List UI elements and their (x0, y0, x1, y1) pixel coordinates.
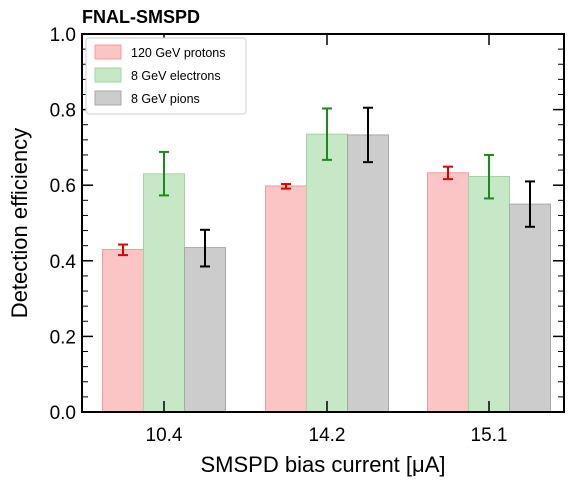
chart-title: FNAL-SMSPD (82, 7, 200, 27)
plot-frame (81, 33, 565, 413)
bar-s0-c0 (102, 248, 144, 413)
bar-s1-c0 (143, 173, 185, 413)
y-tick-label: 1.0 (50, 25, 76, 46)
bar-s0-c1 (265, 185, 307, 413)
error-bar-s0-c0 (118, 243, 128, 257)
x-tick-labels: 10.4 14.2 15.1 (146, 425, 508, 446)
error-bar-s1-c0 (159, 150, 169, 197)
error-bar-s2-c1 (363, 106, 373, 164)
error-bar-s1-c2 (484, 153, 494, 200)
y-tick-label: 0.8 (50, 101, 76, 122)
y-tick-label: 0.6 (50, 176, 76, 197)
error-bar-s2-c0 (200, 228, 210, 268)
legend-entry-1: 8 GeV electrons (131, 69, 221, 83)
error-bar-s2-c2 (525, 180, 535, 228)
y-tick-labels: 0.0 0.2 0.4 0.6 0.8 1.0 (50, 25, 77, 424)
x-axis-label: SMSPD bias current [μA] (201, 452, 446, 477)
legend-box (85, 37, 247, 115)
bar-s2-c2 (509, 203, 551, 413)
legend-swatch-0 (94, 44, 122, 60)
y-tick-label: 0.0 (50, 403, 76, 424)
x-tick-label: 10.4 (146, 425, 183, 446)
bar-s1-c2 (468, 176, 510, 413)
legend-swatch-1 (94, 67, 122, 83)
bar-s2-c0 (184, 247, 226, 413)
legend-entry-0: 120 GeV protons (131, 46, 226, 60)
x-tick-label: 15.1 (471, 425, 508, 446)
legend-swatch-2 (94, 90, 122, 106)
legend: 120 GeV protons 8 GeV electrons 8 GeV pion… (85, 37, 247, 115)
x-tick-label: 14.2 (309, 425, 346, 446)
y-tick-label: 0.2 (50, 327, 76, 348)
error-bar-s0-c2 (443, 165, 453, 181)
y-tick-label: 0.4 (50, 252, 77, 273)
error-bar-s1-c1 (322, 107, 332, 161)
legend-entry-2: 8 GeV pions (131, 92, 200, 106)
bar-s2-c1 (347, 134, 389, 413)
bars-layer (102, 133, 551, 413)
error-bar-s0-c1 (281, 183, 291, 190)
ticks-layer (82, 33, 564, 413)
error-bars-layer (118, 106, 535, 268)
bar-s0-c2 (427, 172, 469, 413)
bar-s1-c1 (306, 133, 348, 413)
y-axis-label: Detection efficiency (7, 128, 32, 318)
